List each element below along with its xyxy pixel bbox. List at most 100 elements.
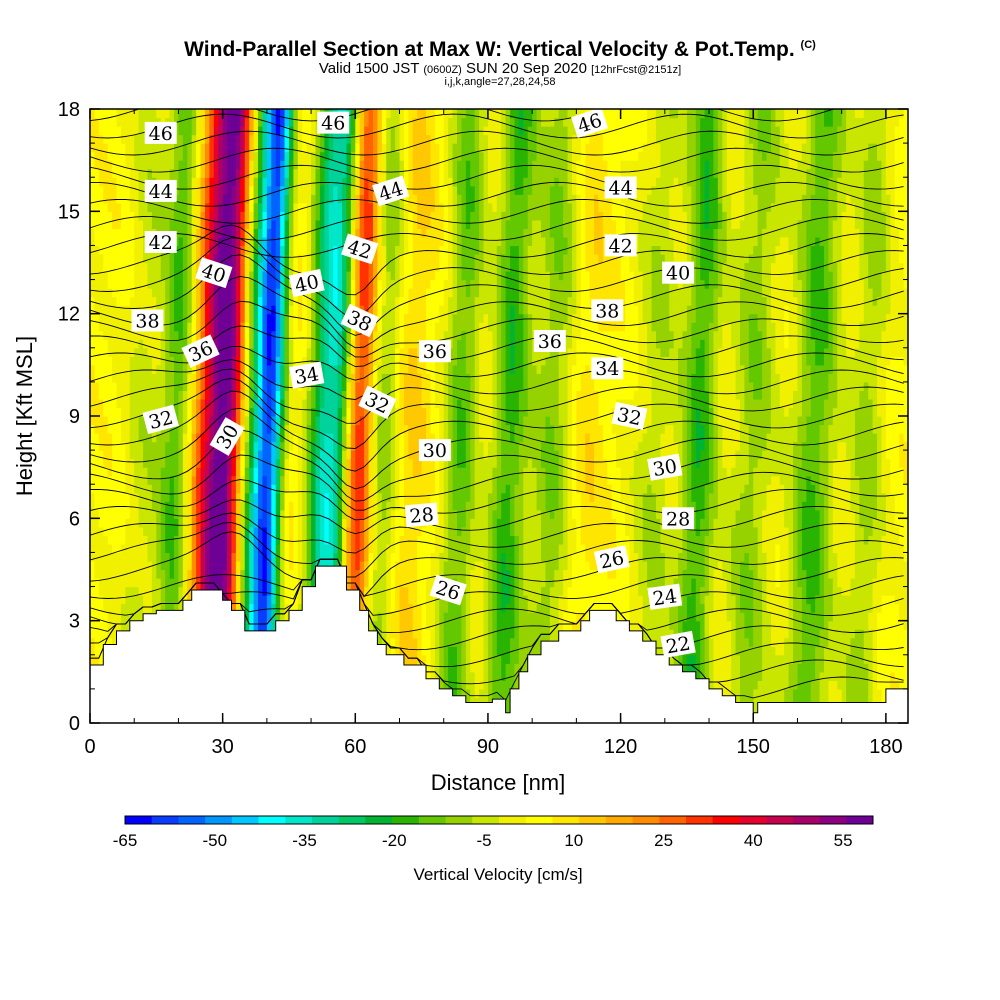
- velocity-cell: [103, 134, 109, 144]
- velocity-cell: [112, 151, 118, 161]
- velocity-cell: [235, 236, 241, 247]
- velocity-cell: [284, 126, 290, 136]
- velocity-cell: [94, 109, 100, 119]
- velocity-cell: [306, 560, 312, 571]
- velocity-cell: [355, 390, 361, 400]
- velocity-cell: [253, 501, 259, 511]
- velocity-cell: [134, 211, 140, 221]
- velocity-cell: [160, 509, 166, 519]
- velocity-cell: [297, 569, 303, 579]
- velocity-cell: [138, 347, 144, 357]
- velocity-cell: [147, 143, 153, 153]
- velocity-cell: [244, 109, 250, 119]
- velocity-cell: [311, 424, 317, 434]
- velocity-cell: [368, 612, 374, 622]
- velocity-cell: [364, 586, 370, 596]
- velocity-cell: [377, 356, 383, 366]
- velocity-cell: [112, 177, 118, 187]
- velocity-cell: [342, 177, 348, 187]
- velocity-cell: [386, 330, 392, 340]
- velocity-cell: [306, 552, 312, 562]
- velocity-cell: [368, 143, 374, 153]
- velocity-cell: [350, 526, 356, 536]
- velocity-cell: [390, 322, 396, 332]
- velocity-cell: [346, 433, 352, 443]
- velocity-cell: [372, 603, 378, 613]
- velocity-cell: [288, 492, 294, 502]
- velocity-cell: [271, 117, 277, 127]
- velocity-cell: [342, 236, 348, 247]
- velocity-cell: [386, 416, 392, 426]
- velocity-cell: [311, 228, 317, 238]
- velocity-cell: [125, 433, 131, 443]
- velocity-cell: [368, 305, 374, 315]
- velocity-cell: [364, 416, 370, 426]
- velocity-cell: [319, 526, 325, 536]
- velocity-cell: [116, 168, 122, 178]
- velocity-cell: [156, 475, 162, 485]
- velocity-cell: [249, 373, 255, 383]
- velocity-cell: [328, 356, 334, 366]
- velocity-cell: [160, 492, 166, 502]
- velocity-cell: [288, 143, 294, 153]
- velocity-cell: [372, 194, 378, 204]
- velocity-cell: [182, 151, 188, 161]
- velocity-cell: [200, 168, 206, 178]
- velocity-cell: [107, 109, 113, 119]
- velocity-cell: [235, 416, 241, 426]
- velocity-cell: [240, 509, 246, 519]
- velocity-cell: [372, 586, 378, 596]
- velocity-cell: [346, 407, 352, 417]
- velocity-cell: [364, 381, 370, 392]
- velocity-cell: [324, 262, 330, 272]
- velocity-cell: [138, 595, 144, 605]
- velocity-cell: [213, 543, 219, 554]
- velocity-cell: [266, 450, 272, 460]
- velocity-cell: [191, 177, 197, 187]
- velocity-cell: [160, 518, 166, 528]
- velocity-cell: [297, 586, 303, 596]
- velocity-cell: [324, 356, 330, 366]
- velocity-cell: [98, 322, 104, 332]
- velocity-cell: [107, 578, 113, 588]
- velocity-cell: [364, 424, 370, 434]
- velocity-cell: [346, 228, 352, 238]
- velocity-cell: [182, 595, 188, 605]
- velocity-cell: [381, 347, 387, 357]
- velocity-cell: [315, 424, 321, 434]
- velocity-cell: [275, 339, 281, 349]
- velocity-cell: [209, 134, 215, 144]
- velocity-cell: [222, 143, 228, 153]
- velocity-cell: [306, 202, 312, 212]
- velocity-cell: [116, 109, 122, 119]
- velocity-cell: [302, 543, 308, 554]
- velocity-cell: [125, 450, 131, 460]
- velocity-cell: [120, 194, 126, 204]
- velocity-cell: [390, 595, 396, 605]
- velocity-cell: [98, 560, 104, 571]
- velocity-cell: [174, 219, 180, 229]
- velocity-cell: [359, 518, 365, 528]
- velocity-cell: [249, 560, 255, 571]
- velocity-cell: [182, 586, 188, 596]
- velocity-cell: [125, 373, 131, 383]
- velocity-cell: [386, 347, 392, 357]
- velocity-cell: [253, 603, 259, 613]
- velocity-cell: [134, 484, 140, 494]
- velocity-cell: [342, 458, 348, 468]
- velocity-cell: [244, 484, 250, 494]
- velocity-cell: [368, 134, 374, 144]
- velocity-cell: [98, 202, 104, 212]
- velocity-cell: [275, 578, 281, 588]
- velocity-cell: [138, 569, 144, 579]
- velocity-cell: [319, 151, 325, 161]
- velocity-cell: [302, 134, 308, 144]
- velocity-cell: [98, 535, 104, 545]
- velocity-cell: [112, 211, 118, 221]
- velocity-cell: [258, 194, 264, 204]
- velocity-cell: [90, 424, 96, 434]
- velocity-cell: [90, 330, 96, 340]
- velocity-cell: [116, 552, 122, 562]
- velocity-cell: [204, 177, 210, 187]
- velocity-cell: [107, 279, 113, 289]
